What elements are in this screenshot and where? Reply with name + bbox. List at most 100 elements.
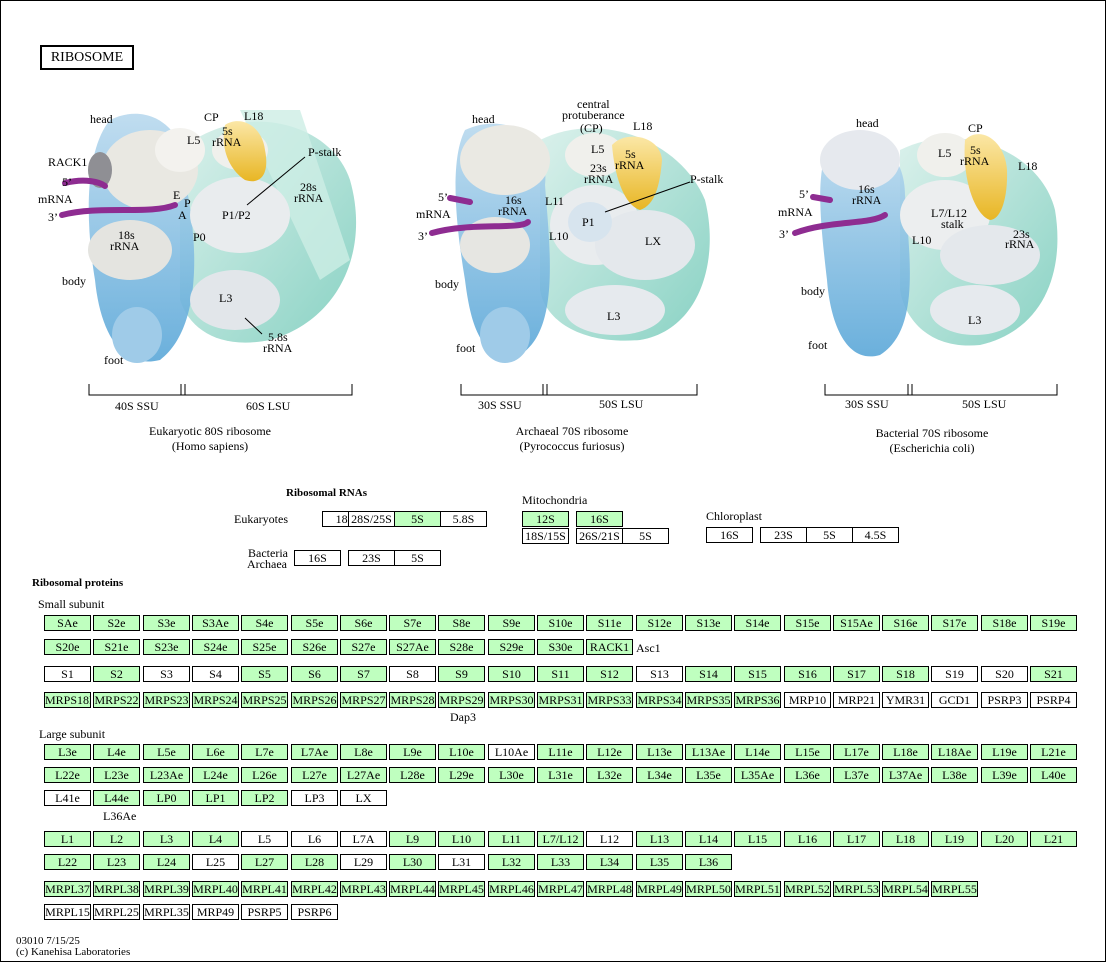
gene-box-mrps25[interactable]: MRPS25	[241, 692, 288, 708]
gene-box-mrpl40[interactable]: MRPL40	[192, 881, 239, 897]
gene-box-s29e[interactable]: S29e	[488, 639, 535, 655]
gene-box-l18[interactable]: L18	[882, 831, 929, 847]
gene-box-mrpl49[interactable]: MRPL49	[636, 881, 683, 897]
gene-box-l2[interactable]: L2	[93, 831, 140, 847]
gene-box-s1[interactable]: S1	[44, 666, 91, 682]
gene-box-mrpl25[interactable]: MRPL25	[93, 904, 140, 920]
gene-box-l17[interactable]: L17	[833, 831, 880, 847]
gene-box-16s[interactable]: 16S	[706, 527, 753, 543]
gene-box-l36e[interactable]: L36e	[784, 767, 831, 783]
gene-box-mrps27[interactable]: MRPS27	[340, 692, 387, 708]
gene-box-s10[interactable]: S10	[488, 666, 535, 682]
gene-box-s17e[interactable]: S17e	[931, 615, 978, 631]
gene-box-l17e[interactable]: L17e	[833, 744, 880, 760]
gene-box-mrpl54[interactable]: MRPL54	[882, 881, 929, 897]
gene-box-s2e[interactable]: S2e	[93, 615, 140, 631]
gene-box-s11[interactable]: S11	[537, 666, 584, 682]
gene-box-lx[interactable]: LX	[340, 790, 387, 806]
gene-box-l6e[interactable]: L6e	[192, 744, 239, 760]
gene-box-mrps23[interactable]: MRPS23	[143, 692, 190, 708]
gene-box-mrpl45[interactable]: MRPL45	[438, 881, 485, 897]
gene-box-mrpl47[interactable]: MRPL47	[537, 881, 584, 897]
gene-box-l18e[interactable]: L18e	[882, 744, 929, 760]
gene-box-mrpl51[interactable]: MRPL51	[734, 881, 781, 897]
gene-box-l7ae[interactable]: L7Ae	[291, 744, 338, 760]
gene-box-s12[interactable]: S12	[586, 666, 633, 682]
gene-box-mrpl44[interactable]: MRPL44	[389, 881, 436, 897]
gene-box-l34[interactable]: L34	[586, 854, 633, 870]
gene-box-l44e[interactable]: L44e	[93, 790, 140, 806]
gene-box-mrpl43[interactable]: MRPL43	[340, 881, 387, 897]
gene-box-l12e[interactable]: L12e	[586, 744, 633, 760]
gene-box-mrpl15[interactable]: MRPL15	[44, 904, 91, 920]
gene-box-l7a[interactable]: L7A	[340, 831, 387, 847]
gene-box-sae[interactable]: SAe	[44, 615, 91, 631]
gene-box-l19[interactable]: L19	[931, 831, 978, 847]
gene-box-s21e[interactable]: S21e	[93, 639, 140, 655]
gene-box-psrp5[interactable]: PSRP5	[241, 904, 288, 920]
gene-box-l21e[interactable]: L21e	[1030, 744, 1077, 760]
gene-box-l13ae[interactable]: L13Ae	[685, 744, 732, 760]
gene-box-l24[interactable]: L24	[143, 854, 190, 870]
gene-box-s20e[interactable]: S20e	[44, 639, 91, 655]
gene-box-l28[interactable]: L28	[291, 854, 338, 870]
gene-box-s17[interactable]: S17	[833, 666, 880, 682]
gene-box-s18e[interactable]: S18e	[981, 615, 1028, 631]
gene-box-16s[interactable]: 16S	[576, 511, 623, 527]
gene-box-mrpl53[interactable]: MRPL53	[833, 881, 880, 897]
gene-box-5s[interactable]: 5S	[806, 527, 853, 543]
gene-box-l8e[interactable]: L8e	[340, 744, 387, 760]
gene-box-s2[interactable]: S2	[93, 666, 140, 682]
gene-box-l31[interactable]: L31	[438, 854, 485, 870]
gene-box-s8e[interactable]: S8e	[438, 615, 485, 631]
gene-box-l32e[interactable]: L32e	[586, 767, 633, 783]
gene-box-s24e[interactable]: S24e	[192, 639, 239, 655]
gene-box-mrp10[interactable]: MRP10	[784, 692, 831, 708]
gene-box-l18ae[interactable]: L18Ae	[931, 744, 978, 760]
gene-box-s5[interactable]: S5	[241, 666, 288, 682]
gene-box-s15ae[interactable]: S15Ae	[833, 615, 880, 631]
gene-box-psrp4[interactable]: PSRP4	[1030, 692, 1077, 708]
gene-box-lp3[interactable]: LP3	[291, 790, 338, 806]
gene-box-s3e[interactable]: S3e	[143, 615, 190, 631]
gene-box-l29e[interactable]: L29e	[438, 767, 485, 783]
gene-box-l7-l12[interactable]: L7/L12	[537, 831, 584, 847]
gene-box-l3e[interactable]: L3e	[44, 744, 91, 760]
gene-box-26s-21s[interactable]: 26S/21S	[576, 528, 623, 544]
gene-box-psrp6[interactable]: PSRP6	[291, 904, 338, 920]
gene-box-s16e[interactable]: S16e	[882, 615, 929, 631]
gene-box-l19e[interactable]: L19e	[981, 744, 1028, 760]
gene-box-l40e[interactable]: L40e	[1030, 767, 1077, 783]
gene-box-l41e[interactable]: L41e	[44, 790, 91, 806]
gene-box-l32[interactable]: L32	[488, 854, 535, 870]
gene-box-l22e[interactable]: L22e	[44, 767, 91, 783]
gene-box-l21[interactable]: L21	[1030, 831, 1077, 847]
gene-box-5-8s[interactable]: 5.8S	[440, 511, 487, 527]
gene-box-l11[interactable]: L11	[488, 831, 535, 847]
gene-box-s18[interactable]: S18	[882, 666, 929, 682]
gene-box-s12e[interactable]: S12e	[636, 615, 683, 631]
gene-box-l24e[interactable]: L24e	[192, 767, 239, 783]
gene-box-s20[interactable]: S20	[981, 666, 1028, 682]
gene-box-mrpl42[interactable]: MRPL42	[291, 881, 338, 897]
gene-box-s6[interactable]: S6	[291, 666, 338, 682]
gene-box-l33[interactable]: L33	[537, 854, 584, 870]
gene-box-l15e[interactable]: L15e	[784, 744, 831, 760]
gene-box-lp0[interactable]: LP0	[143, 790, 190, 806]
gene-box-l39e[interactable]: L39e	[981, 767, 1028, 783]
gene-box-rack1[interactable]: RACK1	[586, 639, 633, 655]
gene-box-l14e[interactable]: L14e	[734, 744, 781, 760]
gene-box-s27e[interactable]: S27e	[340, 639, 387, 655]
gene-box-l9e[interactable]: L9e	[389, 744, 436, 760]
gene-box-l4[interactable]: L4	[192, 831, 239, 847]
gene-box-mrpl46[interactable]: MRPL46	[488, 881, 535, 897]
gene-box-l4e[interactable]: L4e	[93, 744, 140, 760]
gene-box-s15e[interactable]: S15e	[784, 615, 831, 631]
gene-box-ymr31[interactable]: YMR31	[882, 692, 929, 708]
gene-box-l13e[interactable]: L13e	[636, 744, 683, 760]
gene-box-l10e[interactable]: L10e	[438, 744, 485, 760]
gene-box-mrp21[interactable]: MRP21	[833, 692, 880, 708]
gene-box-s3[interactable]: S3	[143, 666, 190, 682]
gene-box-s14e[interactable]: S14e	[734, 615, 781, 631]
gene-box-23s[interactable]: 23S	[760, 527, 807, 543]
